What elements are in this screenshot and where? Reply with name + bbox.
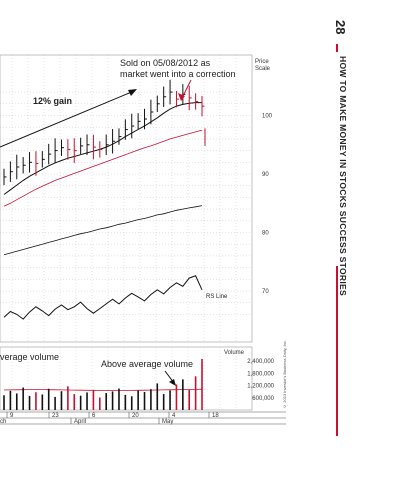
date-tick-label: 6	[92, 413, 96, 419]
month-label: April	[74, 419, 86, 425]
price-tick-label: 80	[262, 231, 269, 237]
price-tick-label: 90	[262, 172, 269, 178]
series-moving-average-short-line	[3, 102, 202, 195]
chart-annotations: Sold on 05/08/2012 as market went into a…	[0, 58, 271, 386]
series-baseline-line	[3, 205, 203, 256]
date-tick-label: 23	[52, 413, 59, 419]
volume-average-line	[3, 388, 203, 392]
price-tick-label: 100	[262, 114, 273, 120]
chart-axes: 70 80 90 100 600,000 1,200,000 1,800,000 2,400,…	[0, 114, 275, 426]
sold-annotation-line-2: market went into a correction	[120, 69, 236, 79]
series-rs-line-line	[3, 275, 203, 320]
volume-above-annotation: Above average volume	[101, 359, 193, 369]
sold-arrow-head	[178, 93, 185, 101]
book-title: HOW TO MAKE MONEY IN STOCKS SUCCESS STOR…	[338, 56, 348, 296]
price-panel-frame	[0, 54, 253, 343]
volume-tick-label: 2,400,000	[247, 359, 274, 365]
month-label: ch	[0, 419, 6, 425]
page-number-rule	[336, 44, 338, 52]
gain-arrow-line	[0, 90, 135, 148]
month-label: May	[162, 419, 173, 425]
sold-annotation-line-1: Sold on 05/08/2012 as	[120, 58, 211, 68]
gain-arrow-head	[128, 89, 137, 96]
date-tick-label: 4	[172, 413, 176, 419]
sold-arrow-line	[181, 79, 192, 99]
chart-series	[3, 79, 206, 320]
copyright-notice: © 2013 Investor's Business Daily, Inc.	[282, 340, 287, 409]
page-rule	[336, 266, 338, 436]
volume-left-annotation: verage volume	[0, 352, 59, 362]
date-tick-label: 18	[212, 413, 219, 419]
price-scale-label-line-2: Scale	[255, 66, 271, 72]
page-number: 28	[333, 20, 348, 35]
rs-line-label: RS Line	[206, 294, 228, 300]
price-tick-label: 70	[262, 289, 269, 295]
date-tick-label: 9	[10, 413, 14, 419]
gain-annotation: 12% gain	[33, 96, 72, 106]
volume-tick-label: 600,000	[252, 396, 274, 402]
date-tick-label: 20	[132, 413, 139, 419]
volume-tick-label: 1,200,000	[247, 384, 274, 390]
series-moving-average-long-line	[3, 129, 203, 207]
volume-above-arrow-head	[169, 379, 176, 386]
chart-volume-bars	[3, 358, 203, 410]
volume-tick-label: 1,800,000	[247, 371, 274, 377]
volume-axis-label: Volume	[224, 350, 245, 356]
price-scale-label-line-1: Price	[255, 59, 269, 65]
